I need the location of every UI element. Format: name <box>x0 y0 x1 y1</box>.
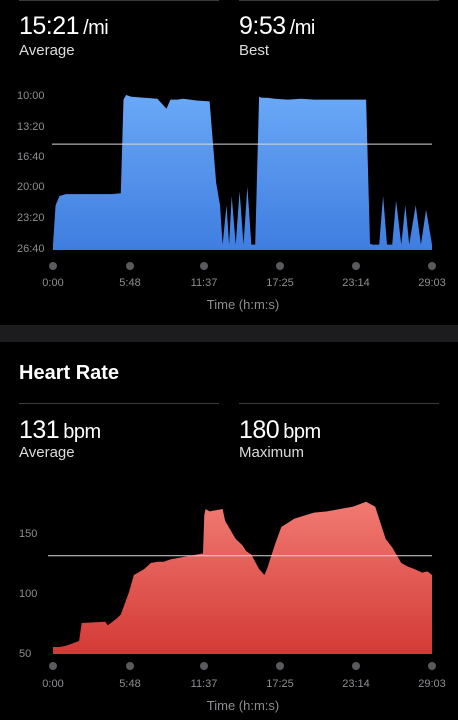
x-tick-label: 23:14 <box>342 277 370 289</box>
y-tick-label: 50 <box>19 648 31 660</box>
x-tick-label: 11:37 <box>191 277 218 289</box>
heart-rate-average-label: Average <box>19 444 75 461</box>
pace-chart: 10:00 13:20 16:40 20:00 23:20 26:40 0:00 5:48 1… <box>17 90 446 312</box>
x-tick-dot <box>49 262 57 270</box>
y-tick-label: 100 <box>19 588 37 600</box>
x-tick-dot <box>200 662 208 670</box>
x-tick-dot <box>428 262 436 270</box>
heart-rate-title: Heart Rate <box>19 362 120 384</box>
pace-average-value: 15:21/mi <box>19 12 109 40</box>
y-tick-label: 20:00 <box>17 181 45 193</box>
y-tick-label: 13:20 <box>17 121 45 133</box>
x-tick-label: 5:48 <box>119 678 140 690</box>
x-tick-dot <box>200 262 208 270</box>
y-tick-label: 23:20 <box>17 212 45 224</box>
heart-rate-average-number: 131 <box>19 416 60 444</box>
heart-rate-x-axis-title: Time (h:m:s) <box>207 698 279 713</box>
y-tick-label: 26:40 <box>17 243 45 255</box>
heart-rate-maximum-label: Maximum <box>239 444 305 461</box>
heart-rate-maximum-number: 180 <box>239 416 280 444</box>
heart-rate-maximum-value: 180 bpm <box>239 418 321 443</box>
pace-average-number: 15:21 <box>19 12 80 40</box>
divider <box>19 0 219 1</box>
heart-rate-area <box>53 501 432 654</box>
x-tick-label: 17:25 <box>266 277 294 289</box>
x-tick-label: 29:03 <box>418 277 446 289</box>
divider <box>239 0 439 1</box>
x-tick-label: 0:00 <box>42 678 63 690</box>
x-tick-label: 0:00 <box>42 277 63 289</box>
pace-average-unit: /mi <box>83 17 109 39</box>
x-tick-label: 23:14 <box>342 678 370 690</box>
heart-rate-average-unit: bpm <box>63 421 101 443</box>
divider <box>19 403 219 404</box>
pace-best-number: 9:53 <box>239 12 286 40</box>
x-tick-label: 17:25 <box>266 678 294 690</box>
pace-x-axis: 0:00 5:48 11:37 17:25 23:14 29:03 <box>42 262 446 289</box>
x-tick-dot <box>126 662 134 670</box>
x-tick-dot <box>276 262 284 270</box>
pace-y-axis: 10:00 13:20 16:40 20:00 23:20 26:40 <box>17 90 45 255</box>
x-tick-dot <box>276 662 284 670</box>
pace-best-value: 9:53/mi <box>239 14 315 39</box>
x-tick-label: 29:03 <box>418 678 446 690</box>
section-separator <box>0 325 458 342</box>
heart-rate-average-value: 131 bpm <box>19 418 101 443</box>
x-tick-dot <box>49 662 57 670</box>
y-tick-label: 150 <box>19 528 37 540</box>
pace-x-axis-title: Time (h:m:s) <box>207 297 279 312</box>
pace-best-label: Best <box>239 42 270 59</box>
heart-rate-y-axis: 150 100 50 <box>19 528 37 660</box>
heart-rate-maximum-unit: bpm <box>283 421 321 443</box>
heart-rate-x-axis: 0:00 5:48 11:37 17:25 23:14 29:03 <box>42 662 446 690</box>
x-tick-dot <box>352 662 360 670</box>
x-tick-dot <box>126 262 134 270</box>
x-tick-dot <box>352 262 360 270</box>
pace-average-label: Average <box>19 42 75 59</box>
x-tick-label: 11:37 <box>191 678 218 690</box>
pace-area <box>53 95 432 250</box>
y-tick-label: 16:40 <box>17 151 45 163</box>
x-tick-dot <box>428 662 436 670</box>
x-tick-label: 5:48 <box>119 277 140 289</box>
divider <box>239 403 439 404</box>
y-tick-label: 10:00 <box>17 90 45 102</box>
pace-best-unit: /mi <box>289 17 316 39</box>
